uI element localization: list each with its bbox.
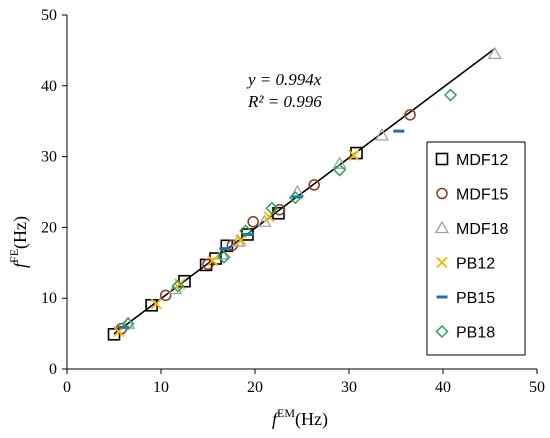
data-point-pb18 <box>121 317 135 331</box>
triangle-marker-shape <box>487 46 502 60</box>
diamond-marker-shape <box>333 163 347 177</box>
data-point-pb12 <box>235 234 247 246</box>
y-axis-title-group: fFE(Hz) <box>7 216 31 268</box>
data-point-mdf12 <box>107 328 121 341</box>
data-point-pb12 <box>207 255 219 267</box>
equation-label: y = 0.994x <box>246 70 322 89</box>
data-point-mdf18 <box>257 214 272 227</box>
legend-label-mdf12: MDF12 <box>456 152 509 169</box>
diamond-marker-shape <box>435 325 449 338</box>
x-marker-stroke <box>207 255 219 267</box>
x-tick-label: 0 <box>63 379 71 396</box>
data-point-pb18 <box>444 88 458 102</box>
y-tick-label: 40 <box>41 78 57 95</box>
legend-label-mdf18: MDF18 <box>456 221 509 238</box>
diamond-marker-shape <box>239 224 253 238</box>
diamond-marker-shape <box>121 317 135 331</box>
data-point-mdf15 <box>247 215 259 228</box>
x-tick-label: 30 <box>341 379 357 396</box>
x-marker-stroke <box>348 149 360 161</box>
triangle-marker-shape <box>374 128 390 141</box>
data-point-pb18 <box>333 163 347 177</box>
legend-box <box>426 141 526 356</box>
data-point-mdf18 <box>487 46 502 60</box>
data-point-mdf15 <box>273 203 286 216</box>
series-pb18 <box>121 88 458 331</box>
circle-marker-shape <box>159 289 172 302</box>
legend-marker-mdf15 <box>436 187 448 200</box>
data-point-mdf15 <box>404 109 416 121</box>
data-point-mdf15 <box>159 289 172 302</box>
circle-marker-shape <box>308 179 320 191</box>
x-axis-title: fEM(Hz) <box>272 406 328 430</box>
x-axis-title-sup: EM <box>277 406 295 420</box>
diamond-marker-shape <box>171 279 185 293</box>
x-tick-label: 50 <box>529 379 545 396</box>
triangle-marker-shape <box>257 214 272 227</box>
x-tick-label: 10 <box>153 379 169 396</box>
legend: MDF12 MDF15 MDF18 PB12 PB15 PB18 <box>426 141 526 356</box>
circle-marker-shape <box>404 109 416 121</box>
legend-label-mdf15: MDF15 <box>456 187 509 204</box>
plot-area: 0 10 20 30 40 50 0 10 20 30 40 50 <box>41 7 545 396</box>
square-marker-shape <box>107 328 121 341</box>
y-tick-label: 0 <box>49 361 57 378</box>
data-point-pb18 <box>239 224 253 238</box>
data-point-mdf18 <box>374 128 390 141</box>
y-axis-title: fFE(Hz) <box>7 216 31 268</box>
circle-marker-shape <box>247 215 259 228</box>
data-point-pb12 <box>348 149 360 161</box>
x-tick-label: 20 <box>247 379 263 396</box>
circle-marker-shape <box>273 203 286 216</box>
y-axis-title-unit: (Hz) <box>10 216 31 249</box>
y-axis-title-sup: FE <box>7 249 21 263</box>
data-point-pb12 <box>150 298 162 310</box>
x-marker-stroke <box>174 278 186 290</box>
data-point-mdf18 <box>167 281 183 295</box>
diamond-marker-shape <box>444 88 458 102</box>
circle-marker-shape <box>202 258 214 270</box>
y-axis-title-base: f <box>10 260 30 268</box>
diamond-marker-shape <box>265 201 279 215</box>
data-point-mdf18 <box>332 156 347 169</box>
x-marker-stroke <box>150 298 162 310</box>
legend-label-pb18: PB18 <box>456 325 495 342</box>
data-point-pb18 <box>288 191 302 205</box>
triangle-marker-shape <box>332 156 347 169</box>
diamond-marker-shape <box>217 250 231 264</box>
circle-marker-shape <box>226 239 239 251</box>
data-point-mdf15 <box>308 179 320 191</box>
triangle-marker-shape <box>167 281 183 295</box>
legend-marker-mdf18 <box>434 220 450 234</box>
r-squared-label: R² = 0.996 <box>247 92 322 111</box>
data-point-mdf15 <box>226 239 239 251</box>
legend-marker-pb18 <box>435 325 449 338</box>
circle-marker-shape <box>436 187 448 200</box>
y-tick-label: 50 <box>41 7 57 24</box>
legend-label-pb12: PB12 <box>456 256 495 273</box>
square-marker-shape <box>435 152 449 166</box>
x-axis-title-base: f <box>272 409 280 429</box>
y-tick-label: 20 <box>41 219 57 236</box>
data-point-pb18 <box>265 201 279 215</box>
x-tick-label: 40 <box>435 379 451 396</box>
triangle-marker-shape <box>434 220 450 234</box>
legend-marker-mdf12 <box>435 152 449 166</box>
series-pb12 <box>113 149 360 338</box>
diamond-marker-shape <box>288 191 302 205</box>
legend-marker-pb12 <box>436 256 448 269</box>
x-marker-stroke <box>235 234 247 246</box>
y-tick-label: 30 <box>41 149 57 166</box>
data-point-pb18 <box>217 250 231 264</box>
legend-label-pb15: PB15 <box>456 290 495 307</box>
data-point-pb18 <box>171 279 185 293</box>
data-point-mdf15 <box>202 258 214 270</box>
y-tick-label: 10 <box>41 290 57 307</box>
x-axis-title-unit: (Hz) <box>295 409 328 430</box>
x-marker-stroke <box>436 256 448 269</box>
